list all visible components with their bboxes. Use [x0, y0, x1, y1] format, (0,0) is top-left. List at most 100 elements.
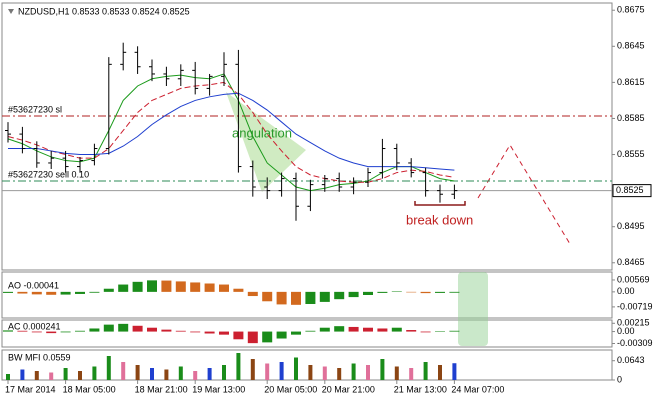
- histogram-bar: [118, 284, 129, 292]
- histogram-bar: [204, 331, 215, 334]
- histogram-bar: [348, 326, 359, 332]
- mfi-bar: [380, 359, 385, 380]
- panel-title: AC 0.000241: [8, 321, 61, 331]
- mfi-bar: [92, 366, 97, 380]
- histogram-bar: [31, 291, 42, 295]
- annotation: angulation: [232, 125, 292, 140]
- histogram-bar: [291, 331, 301, 335]
- annotation: break down: [406, 212, 473, 227]
- mfi-bar: [207, 368, 212, 380]
- y-tick-label: 0.00: [617, 286, 635, 296]
- x-tick-label: 20 Mar 21:00: [322, 384, 375, 394]
- histogram-bar: [31, 331, 42, 333]
- histogram-bar: [348, 291, 359, 298]
- y-tick-label: 0.00215: [617, 318, 650, 328]
- mfi-bar: [135, 365, 140, 380]
- mfi-bar: [193, 371, 198, 380]
- mfi-bar: [452, 363, 457, 380]
- projection: [477, 144, 571, 245]
- mfi-bar: [322, 366, 327, 380]
- histogram-bar: [175, 330, 186, 332]
- histogram-bar: [363, 291, 373, 295]
- histogram-bar: [17, 330, 28, 332]
- histogram-bar: [391, 291, 402, 292]
- histogram-bar: [247, 291, 258, 297]
- histogram-bar: [276, 331, 287, 339]
- histogram-bar: [305, 291, 316, 304]
- signal-highlight: [458, 272, 488, 346]
- mfi-bar: [438, 365, 442, 380]
- histogram-bar: [334, 291, 345, 300]
- histogram-bar: [363, 327, 373, 332]
- histogram-bar: [233, 288, 244, 292]
- mfi-bar: [236, 353, 241, 380]
- histogram-bar: [435, 291, 445, 293]
- histogram-bar: [449, 291, 460, 293]
- mfi-bar: [222, 365, 226, 380]
- histogram-bar: [377, 291, 388, 293]
- histogram-bar: [103, 324, 114, 332]
- moving-average: [8, 92, 455, 171]
- histogram-bar: [204, 283, 215, 292]
- moving-average: [7, 73, 455, 192]
- mfi-bar: [351, 363, 356, 380]
- histogram-bar: [132, 325, 143, 332]
- histogram-bar: [75, 330, 85, 332]
- mfi-bar: [279, 362, 284, 380]
- mfi-bar: [308, 365, 313, 380]
- histogram-bar: [406, 330, 417, 332]
- panel-title: AO -0.00041: [8, 280, 59, 290]
- mfi-panel: [1, 349, 613, 381]
- mfi-bar: [6, 374, 10, 380]
- ao-panel: [1, 271, 613, 319]
- mfi-bar: [164, 369, 169, 380]
- break-down-line: [414, 201, 466, 206]
- current-price-label: 0.8525: [616, 185, 644, 195]
- mfi-bar: [121, 362, 126, 380]
- histogram-bar: [60, 331, 71, 333]
- x-tick-label: 24 Mar 07:00: [451, 384, 504, 394]
- histogram-bar: [3, 291, 13, 293]
- histogram-bar: [60, 291, 71, 295]
- price-box: [612, 184, 652, 198]
- y-tick-label: 0.8495: [617, 221, 645, 231]
- histogram-bar: [75, 291, 85, 294]
- y-tick-label: 0.8585: [617, 113, 645, 123]
- x-tick-label: 21 Mar 13:00: [394, 384, 447, 394]
- mfi-bar: [150, 368, 154, 380]
- histogram-bar: [17, 291, 28, 294]
- histogram-bar: [262, 291, 273, 302]
- y-tick-label: 0.8645: [617, 41, 645, 51]
- histogram-bar: [420, 291, 431, 294]
- histogram-bar: [233, 331, 244, 340]
- mfi-bar: [409, 368, 414, 380]
- mfi-bar: [106, 356, 111, 380]
- panel-title: BW MFI 0.0559: [8, 352, 71, 362]
- y-tick-label: 0.00: [617, 326, 635, 336]
- histogram-bar: [305, 330, 316, 332]
- histogram-bar: [262, 331, 273, 343]
- histogram-bar: [435, 331, 445, 332]
- histogram-bar: [420, 331, 431, 333]
- histogram-bar: [247, 331, 258, 344]
- chart-title: NZDUSD,H1 0.8533 0.8533 0.8524 0.8525: [18, 6, 190, 16]
- histogram-bar: [89, 291, 100, 293]
- histogram-bar: [147, 327, 157, 332]
- main-panel: [1, 2, 613, 271]
- y-tick-label: 0.8675: [617, 5, 645, 15]
- x-tick-label: 19 Mar 13:00: [192, 384, 245, 394]
- histogram-bar: [219, 331, 229, 335]
- histogram-bar: [3, 330, 13, 332]
- histogram-bar: [319, 327, 330, 332]
- histogram-bar: [406, 291, 417, 293]
- mfi-bar: [294, 357, 298, 380]
- mfi-bar: [250, 359, 255, 380]
- y-tick-label: -0.00719: [617, 301, 653, 311]
- histogram-bar: [190, 282, 201, 292]
- histogram-bar: [319, 291, 330, 302]
- mfi-bar: [20, 369, 25, 380]
- x-tick-label: 18 Mar 05:00: [63, 384, 116, 394]
- histogram-bar: [147, 280, 157, 292]
- histogram-bar: [449, 330, 460, 332]
